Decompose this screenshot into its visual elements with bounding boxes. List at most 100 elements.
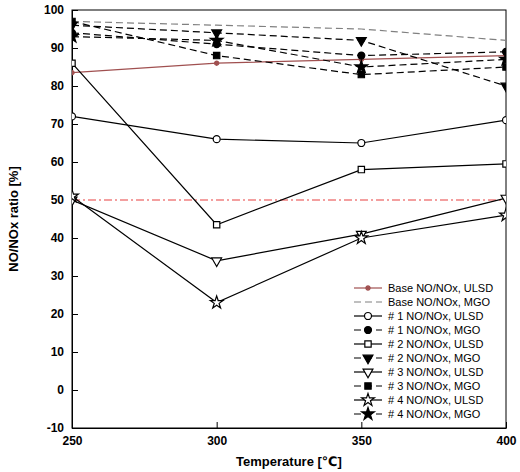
x-axis-line — [73, 428, 507, 429]
y-tick-label: 50 — [51, 193, 65, 207]
series-marker — [212, 258, 222, 267]
legend-marker — [365, 313, 372, 320]
series-marker — [358, 140, 365, 147]
series-marker — [72, 113, 75, 120]
y-tick-mark — [72, 314, 78, 315]
legend-marker — [363, 355, 373, 364]
legend-label: # 2 NO/NOx, MGO — [388, 352, 481, 364]
y-tick-mark — [72, 10, 78, 11]
data-layer — [72, 18, 506, 308]
legend-item: Base NO/NOx, MGO — [354, 296, 491, 308]
y-tick-label: 40 — [51, 231, 65, 245]
x-tick-mark — [217, 422, 218, 428]
x-axis-title: Temperature [℃] — [236, 454, 342, 469]
series-marker — [500, 53, 506, 65]
y-tick: 30 — [51, 269, 78, 283]
y-tick-label: 90 — [51, 41, 65, 55]
series-line — [72, 37, 506, 67]
y-tick-mark — [72, 86, 78, 87]
legend-item: # 1 NO/NOx, ULSD — [354, 310, 483, 322]
reference-line — [72, 199, 506, 201]
series-marker — [503, 161, 506, 167]
legend-label: Base NO/NOx, ULSD — [388, 282, 493, 294]
series-marker — [72, 71, 74, 75]
legend-label: # 1 NO/NOx, MGO — [388, 324, 481, 336]
series-marker — [355, 60, 368, 72]
series-marker — [501, 83, 506, 92]
series-line — [72, 25, 506, 86]
legend-marker — [363, 369, 373, 378]
series-marker — [358, 71, 364, 77]
series-marker — [210, 296, 223, 308]
y-tick-mark — [72, 276, 78, 277]
y-tick-mark — [72, 162, 78, 163]
y-tick: 0 — [57, 383, 78, 397]
legend-marker — [365, 341, 371, 347]
x-tick-label: 300 — [207, 434, 227, 448]
x-tick-label: 400 — [496, 434, 516, 448]
series-marker — [214, 52, 220, 58]
legend-item: Base NO/NOx, ULSD — [354, 282, 493, 294]
x-tick: 300 — [207, 422, 227, 448]
y-tick-mark — [72, 238, 78, 239]
x-tick-mark — [361, 422, 362, 428]
y-tick-label: 80 — [51, 79, 65, 93]
series-marker — [501, 195, 506, 204]
y-tick-label: 20 — [51, 307, 65, 321]
legend-item: # 4 NO/NOx, ULSD — [354, 393, 483, 406]
legend-item: # 4 NO/NOx, MGO — [354, 407, 481, 420]
legend-item: # 2 NO/NOx, MGO — [354, 352, 481, 364]
legend-label: # 4 NO/NOx, ULSD — [388, 394, 483, 406]
legend-item: # 3 NO/NOx, MGO — [354, 380, 481, 392]
series-marker — [503, 64, 506, 70]
series-marker — [213, 136, 220, 143]
y-tick-label: -10 — [47, 421, 65, 435]
series-line — [72, 63, 506, 225]
y-tick: 20 — [51, 307, 78, 321]
legend-label: # 3 NO/NOx, MGO — [388, 380, 481, 392]
x-tick: 350 — [352, 422, 372, 448]
legend-item: # 1 NO/NOx, MGO — [354, 324, 481, 336]
y-tick: 40 — [51, 231, 78, 245]
legend-label: # 3 NO/NOx, ULSD — [388, 366, 483, 378]
series-marker — [210, 34, 223, 46]
legend-item: # 3 NO/NOx, ULSD — [354, 366, 483, 378]
y-tick-label: 100 — [44, 3, 64, 17]
series-marker — [500, 209, 506, 221]
y-axis: -100102030405060708090100 — [44, 3, 78, 435]
legend-marker — [365, 327, 372, 334]
x-tick-label: 350 — [352, 434, 372, 448]
y-tick-mark — [72, 48, 78, 49]
series-line — [72, 116, 506, 143]
chart: 250300350400-100102030405060708090100Bas… — [0, 0, 520, 472]
series-marker — [72, 30, 78, 42]
legend-marker — [365, 383, 371, 389]
x-tick-mark — [506, 422, 507, 428]
legend-marker — [366, 286, 370, 290]
y-tick-label: 70 — [51, 117, 65, 131]
x-tick: 400 — [496, 422, 516, 448]
plot-frame — [72, 10, 506, 428]
y-tick-label: 30 — [51, 269, 65, 283]
series-marker — [214, 222, 220, 228]
y-axis-title: NO/NOx ratio [%] — [6, 166, 21, 271]
series-marker — [72, 60, 75, 66]
series-marker — [358, 52, 365, 59]
legend-item: # 2 NO/NOx, ULSD — [354, 338, 483, 350]
legend-label: # 4 NO/NOx, MGO — [388, 408, 481, 420]
legend-label: # 2 NO/NOx, ULSD — [388, 338, 483, 350]
series-line — [72, 21, 506, 40]
legend-swatch — [354, 301, 382, 302]
y-tick-mark — [72, 124, 78, 125]
y-tick: 60 — [51, 155, 78, 169]
legend-label: Base NO/NOx, MGO — [388, 296, 491, 308]
legend-marker — [362, 393, 375, 405]
y-tick: 100 — [44, 3, 78, 17]
y-tick-label: 60 — [51, 155, 65, 169]
y-tick: -10 — [47, 421, 78, 435]
series-marker — [355, 231, 368, 243]
legend-label: # 1 NO/NOx, ULSD — [388, 310, 483, 322]
series-marker — [503, 117, 506, 124]
legend-marker — [362, 407, 375, 419]
series-line — [72, 196, 506, 302]
